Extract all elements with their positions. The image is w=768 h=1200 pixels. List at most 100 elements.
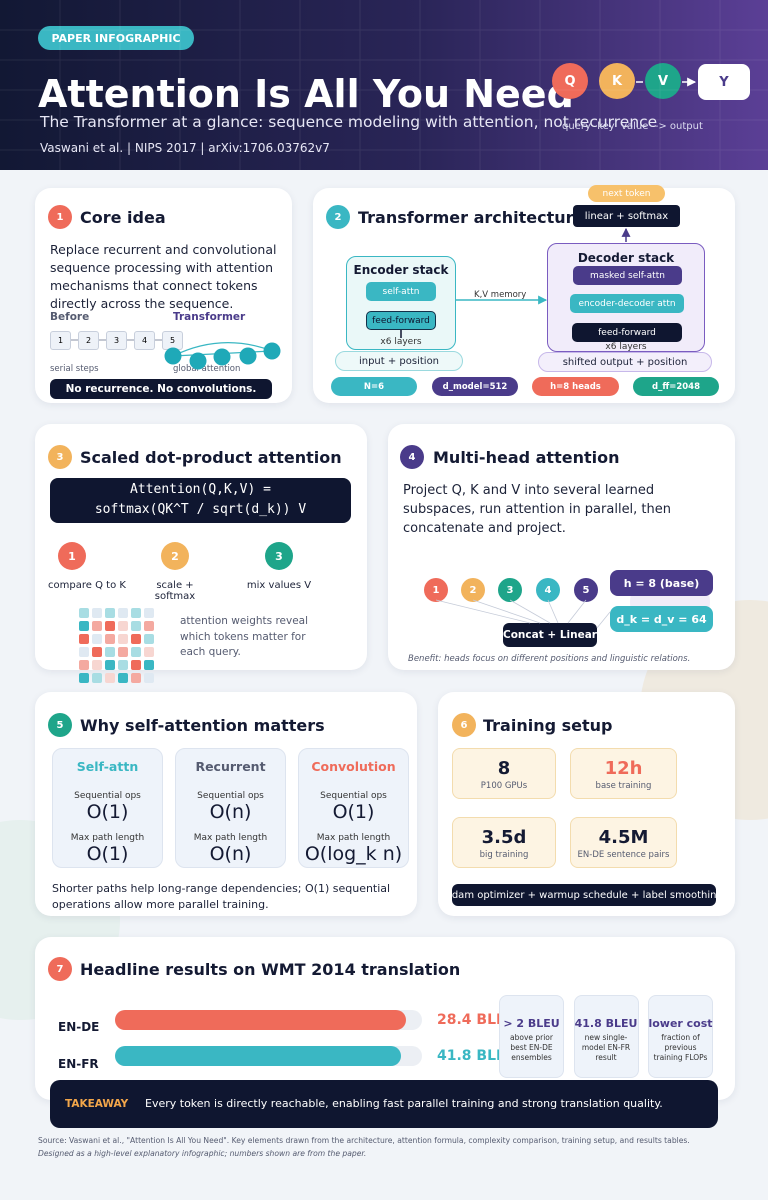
metric-label: Max path length [70, 833, 145, 843]
bar [115, 1046, 401, 1066]
stat-box [570, 817, 677, 868]
heat-cell [79, 673, 89, 683]
formula: Attention(Q,K,V) = [130, 482, 271, 497]
benefit: Benefit: heads focus on different positi… [408, 654, 691, 664]
card-core-idea [35, 188, 292, 403]
step-box: 5 [162, 331, 183, 350]
heat-cell [92, 634, 102, 644]
heat-cell [105, 673, 115, 683]
layer: feed-forward [366, 311, 436, 330]
heat-cell [105, 660, 115, 670]
output-box: Y [698, 64, 750, 100]
section-number: 1 [48, 205, 72, 229]
param-pill: d_ff=2048 [633, 377, 719, 396]
caption: attention weights reveal which tokens ma… [180, 615, 309, 658]
k-circle: K [599, 63, 635, 99]
card-scaled-attention [35, 424, 367, 670]
metric-label: Sequential ops [74, 791, 141, 801]
highlight-text: above prior best EN-DE ensembles [510, 1033, 553, 1062]
highlight-box [499, 995, 564, 1078]
heat-cell [131, 673, 141, 683]
banner: No recurrence. No convolutions. [50, 379, 272, 399]
metric-value: O(1) [86, 801, 129, 823]
dims-label: d_k = d_v = 64 [610, 606, 713, 632]
metric-label: Max path length [316, 833, 391, 843]
highlight-value: 41.8 BLEU [574, 1017, 638, 1030]
metric-label: Sequential ops [320, 791, 387, 801]
step-box: 2 [78, 331, 99, 350]
heat-cell [131, 621, 141, 631]
heat-cell [79, 647, 89, 657]
body-text: Replace recurrent and convolutional sequ… [50, 242, 277, 311]
memory-label: K,V memory [474, 290, 527, 300]
stat-value: 12h [604, 758, 643, 779]
section-title: Training setup [483, 716, 613, 735]
compare-box [52, 748, 163, 868]
v-circle: V [645, 63, 681, 99]
step-circle: 2 [161, 542, 189, 570]
section-number: 4 [400, 445, 424, 469]
section-number: 5 [48, 713, 72, 737]
metric-value: O(n) [209, 801, 252, 823]
heat-cell [92, 608, 102, 618]
param-pill: N=6 [331, 377, 417, 396]
heat-cell [131, 634, 141, 644]
stat-value: 3.5d [481, 827, 527, 848]
output-layer: linear + softmax [573, 205, 680, 227]
heat-cell [105, 634, 115, 644]
head-circle: 5 [574, 578, 598, 602]
highlight-text: new single-model EN-FR result [581, 1033, 631, 1062]
step-label: mix values V [246, 580, 312, 591]
heat-cell [144, 647, 154, 657]
section-number: 6 [452, 713, 476, 737]
next-token: next token [588, 185, 665, 202]
formula-box [50, 478, 351, 523]
bar-value: 28.4 BLEU [437, 1012, 517, 1028]
step-box: 3 [106, 331, 127, 350]
stat-box [570, 748, 677, 799]
stat-label: EN-DE sentence pairs [577, 850, 670, 860]
heat-cell [131, 608, 141, 618]
concat-box: Concat + Linear [503, 623, 597, 647]
decoder-title: Decoder stack [577, 251, 675, 265]
bar-label: EN-FR [58, 1057, 99, 1071]
heatmap [79, 608, 159, 688]
banner: Adam optimizer + warmup schedule + label… [445, 884, 723, 906]
metric-value: O(1) [332, 801, 375, 823]
heat-cell [144, 673, 154, 683]
heat-cell [79, 660, 89, 670]
column-name: Self-attn [76, 759, 139, 774]
heat-cell [79, 608, 89, 618]
badge: PAPER INFOGRAPHIC [38, 26, 194, 50]
section-number: 3 [48, 445, 72, 469]
repeat-label: x6 layers [605, 342, 647, 352]
heat-cell [92, 621, 102, 631]
head-circle: 4 [536, 578, 560, 602]
compare-box [298, 748, 409, 868]
section-title: Headline results on WMT 2014 translation [80, 960, 461, 979]
param-pill: d_model=512 [432, 377, 518, 396]
input-pill: shifted output + position [538, 352, 712, 372]
highlight-box [573, 995, 639, 1078]
formula: softmax(QK^T / sqrt(d_k)) V [94, 502, 307, 517]
column-name: Convolution [311, 759, 396, 774]
head-circle: 2 [461, 578, 485, 602]
metric-value: O(1) [86, 843, 129, 865]
section-title: Scaled dot-product attention [80, 448, 342, 467]
heat-cell [118, 608, 128, 618]
heat-cell [118, 647, 128, 657]
footer-note: Designed as a high-level explanatory inf… [38, 1149, 367, 1158]
label: Before [50, 311, 90, 323]
stat-box [452, 817, 556, 868]
label: Transformer [173, 311, 246, 323]
head-circle: 1 [424, 578, 448, 602]
layer: masked self-attn [573, 266, 682, 285]
section-title: Why self-attention matters [80, 716, 325, 735]
bar [115, 1010, 406, 1030]
stat-label: P100 GPUs [480, 781, 528, 791]
heat-cell [118, 673, 128, 683]
heat-cell [105, 647, 115, 657]
heat-cell [92, 647, 102, 657]
input-pill: input + position [335, 351, 463, 371]
step-circle: 1 [58, 542, 86, 570]
